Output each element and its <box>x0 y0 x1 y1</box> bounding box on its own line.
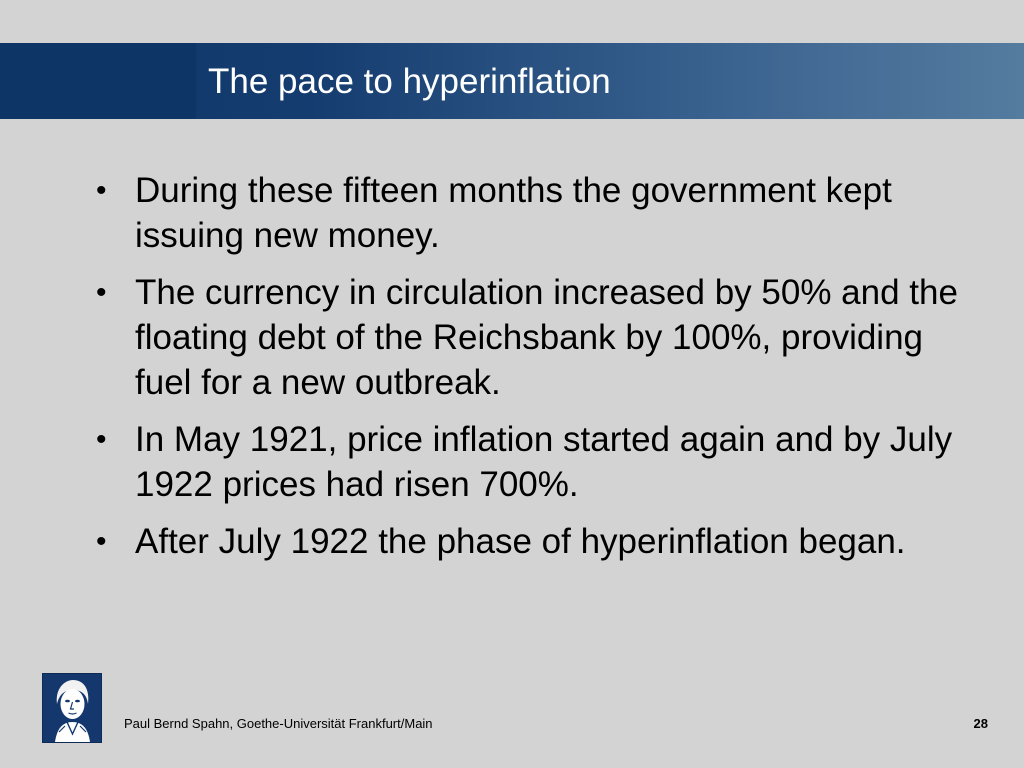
goethe-portrait-svg <box>43 674 101 742</box>
bullet-item: • During these fifteen months the govern… <box>96 168 976 258</box>
bullet-icon: • <box>96 276 107 309</box>
bullet-text: After July 1922 the phase of hyperinflat… <box>135 522 906 561</box>
bullet-item: • In May 1921, price inflation started a… <box>96 417 976 507</box>
bullet-text: During these fifteen months the governme… <box>135 171 892 255</box>
bullet-text: The currency in circulation increased by… <box>135 273 958 402</box>
bullet-icon: • <box>96 423 107 456</box>
bullet-icon: • <box>96 525 107 558</box>
title-bar-accent-block <box>0 43 196 119</box>
bullet-list: • During these fifteen months the govern… <box>96 168 976 564</box>
page-number: 28 <box>973 716 988 731</box>
footer-author: Paul Bernd Spahn, Goethe-Universität Fra… <box>124 716 433 731</box>
bullet-item: • The currency in circulation increased … <box>96 270 976 405</box>
bullet-icon: • <box>96 174 107 207</box>
bullet-item: • After July 1922 the phase of hyperinfl… <box>96 519 976 564</box>
slide-title: The pace to hyperinflation <box>208 62 611 101</box>
goethe-portrait-logo-icon <box>42 673 102 743</box>
title-bar <box>0 43 1024 119</box>
bullet-text: In May 1921, price inflation started aga… <box>135 420 953 504</box>
slide-content: • During these fifteen months the govern… <box>96 168 976 576</box>
